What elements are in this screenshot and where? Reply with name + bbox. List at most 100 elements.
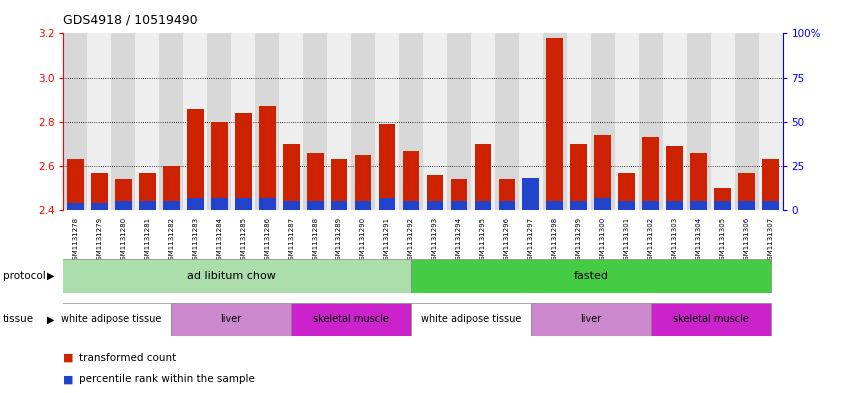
Bar xyxy=(711,33,734,210)
Bar xyxy=(235,113,251,210)
Bar xyxy=(667,146,683,210)
Bar xyxy=(734,33,759,210)
Bar xyxy=(471,33,495,210)
Text: white adipose tissue: white adipose tissue xyxy=(61,314,162,324)
Bar xyxy=(519,33,543,210)
Bar xyxy=(687,33,711,210)
Bar xyxy=(171,303,291,336)
Bar xyxy=(283,144,299,210)
Bar xyxy=(567,33,591,210)
Bar xyxy=(498,179,515,210)
Bar xyxy=(451,179,467,210)
Text: liver: liver xyxy=(580,314,602,324)
Bar xyxy=(283,201,299,210)
Bar xyxy=(291,303,411,336)
Bar xyxy=(163,201,179,210)
Bar xyxy=(403,201,420,210)
Bar xyxy=(595,135,611,210)
Bar xyxy=(187,108,204,210)
Bar xyxy=(591,33,615,210)
Bar xyxy=(523,178,539,210)
Text: ▶: ▶ xyxy=(47,314,54,324)
Bar xyxy=(331,201,348,210)
Bar xyxy=(231,33,255,210)
Bar xyxy=(739,201,755,210)
Bar xyxy=(543,33,567,210)
Bar xyxy=(279,33,303,210)
Bar xyxy=(207,33,231,210)
Bar xyxy=(547,38,563,210)
Bar xyxy=(52,303,171,336)
Bar xyxy=(639,33,662,210)
Bar xyxy=(307,153,323,210)
Bar xyxy=(379,124,395,210)
Bar xyxy=(475,201,492,210)
Bar xyxy=(523,184,539,210)
Text: transformed count: transformed count xyxy=(79,353,176,363)
Bar xyxy=(714,188,731,210)
Text: ■: ■ xyxy=(63,353,74,363)
Text: ad libitum chow: ad libitum chow xyxy=(187,271,276,281)
Bar xyxy=(662,33,687,210)
Text: protocol: protocol xyxy=(3,271,46,281)
Bar xyxy=(739,173,755,210)
Bar xyxy=(67,203,84,210)
Bar xyxy=(91,173,107,210)
Bar xyxy=(379,198,395,210)
Bar xyxy=(495,33,519,210)
Bar xyxy=(52,259,411,293)
Bar xyxy=(115,201,132,210)
Bar xyxy=(642,137,659,210)
Bar xyxy=(67,160,84,210)
Bar xyxy=(651,303,771,336)
Bar xyxy=(327,33,351,210)
Text: fasted: fasted xyxy=(574,271,608,281)
Bar xyxy=(411,303,531,336)
Bar xyxy=(211,122,228,210)
Text: white adipose tissue: white adipose tissue xyxy=(420,314,521,324)
Bar xyxy=(762,201,779,210)
Bar xyxy=(423,33,447,210)
Bar xyxy=(759,33,783,210)
Bar xyxy=(475,144,492,210)
Bar xyxy=(570,201,587,210)
Bar xyxy=(615,33,639,210)
Bar xyxy=(235,198,251,210)
Bar xyxy=(354,155,371,210)
Bar xyxy=(159,33,184,210)
Text: tissue: tissue xyxy=(3,314,34,324)
Bar xyxy=(91,203,107,210)
Text: skeletal muscle: skeletal muscle xyxy=(673,314,749,324)
Bar xyxy=(426,175,443,210)
Bar xyxy=(690,201,707,210)
Bar xyxy=(411,259,771,293)
Bar xyxy=(451,201,467,210)
Bar xyxy=(115,179,132,210)
Bar xyxy=(547,201,563,210)
Bar xyxy=(211,198,228,210)
Bar xyxy=(87,33,112,210)
Bar xyxy=(447,33,471,210)
Bar xyxy=(331,160,348,210)
Bar xyxy=(403,151,420,210)
Bar xyxy=(354,201,371,210)
Bar xyxy=(139,201,156,210)
Text: percentile rank within the sample: percentile rank within the sample xyxy=(79,374,255,384)
Text: GDS4918 / 10519490: GDS4918 / 10519490 xyxy=(63,14,198,27)
Bar xyxy=(531,303,651,336)
Bar xyxy=(618,173,635,210)
Text: liver: liver xyxy=(221,314,242,324)
Bar xyxy=(375,33,399,210)
Bar xyxy=(618,201,635,210)
Bar xyxy=(690,153,707,210)
Bar xyxy=(570,144,587,210)
Bar xyxy=(112,33,135,210)
Bar xyxy=(399,33,423,210)
Bar xyxy=(351,33,375,210)
Bar xyxy=(426,201,443,210)
Bar xyxy=(184,33,207,210)
Bar xyxy=(303,33,327,210)
Bar xyxy=(135,33,159,210)
Bar xyxy=(667,201,683,210)
Bar xyxy=(498,201,515,210)
